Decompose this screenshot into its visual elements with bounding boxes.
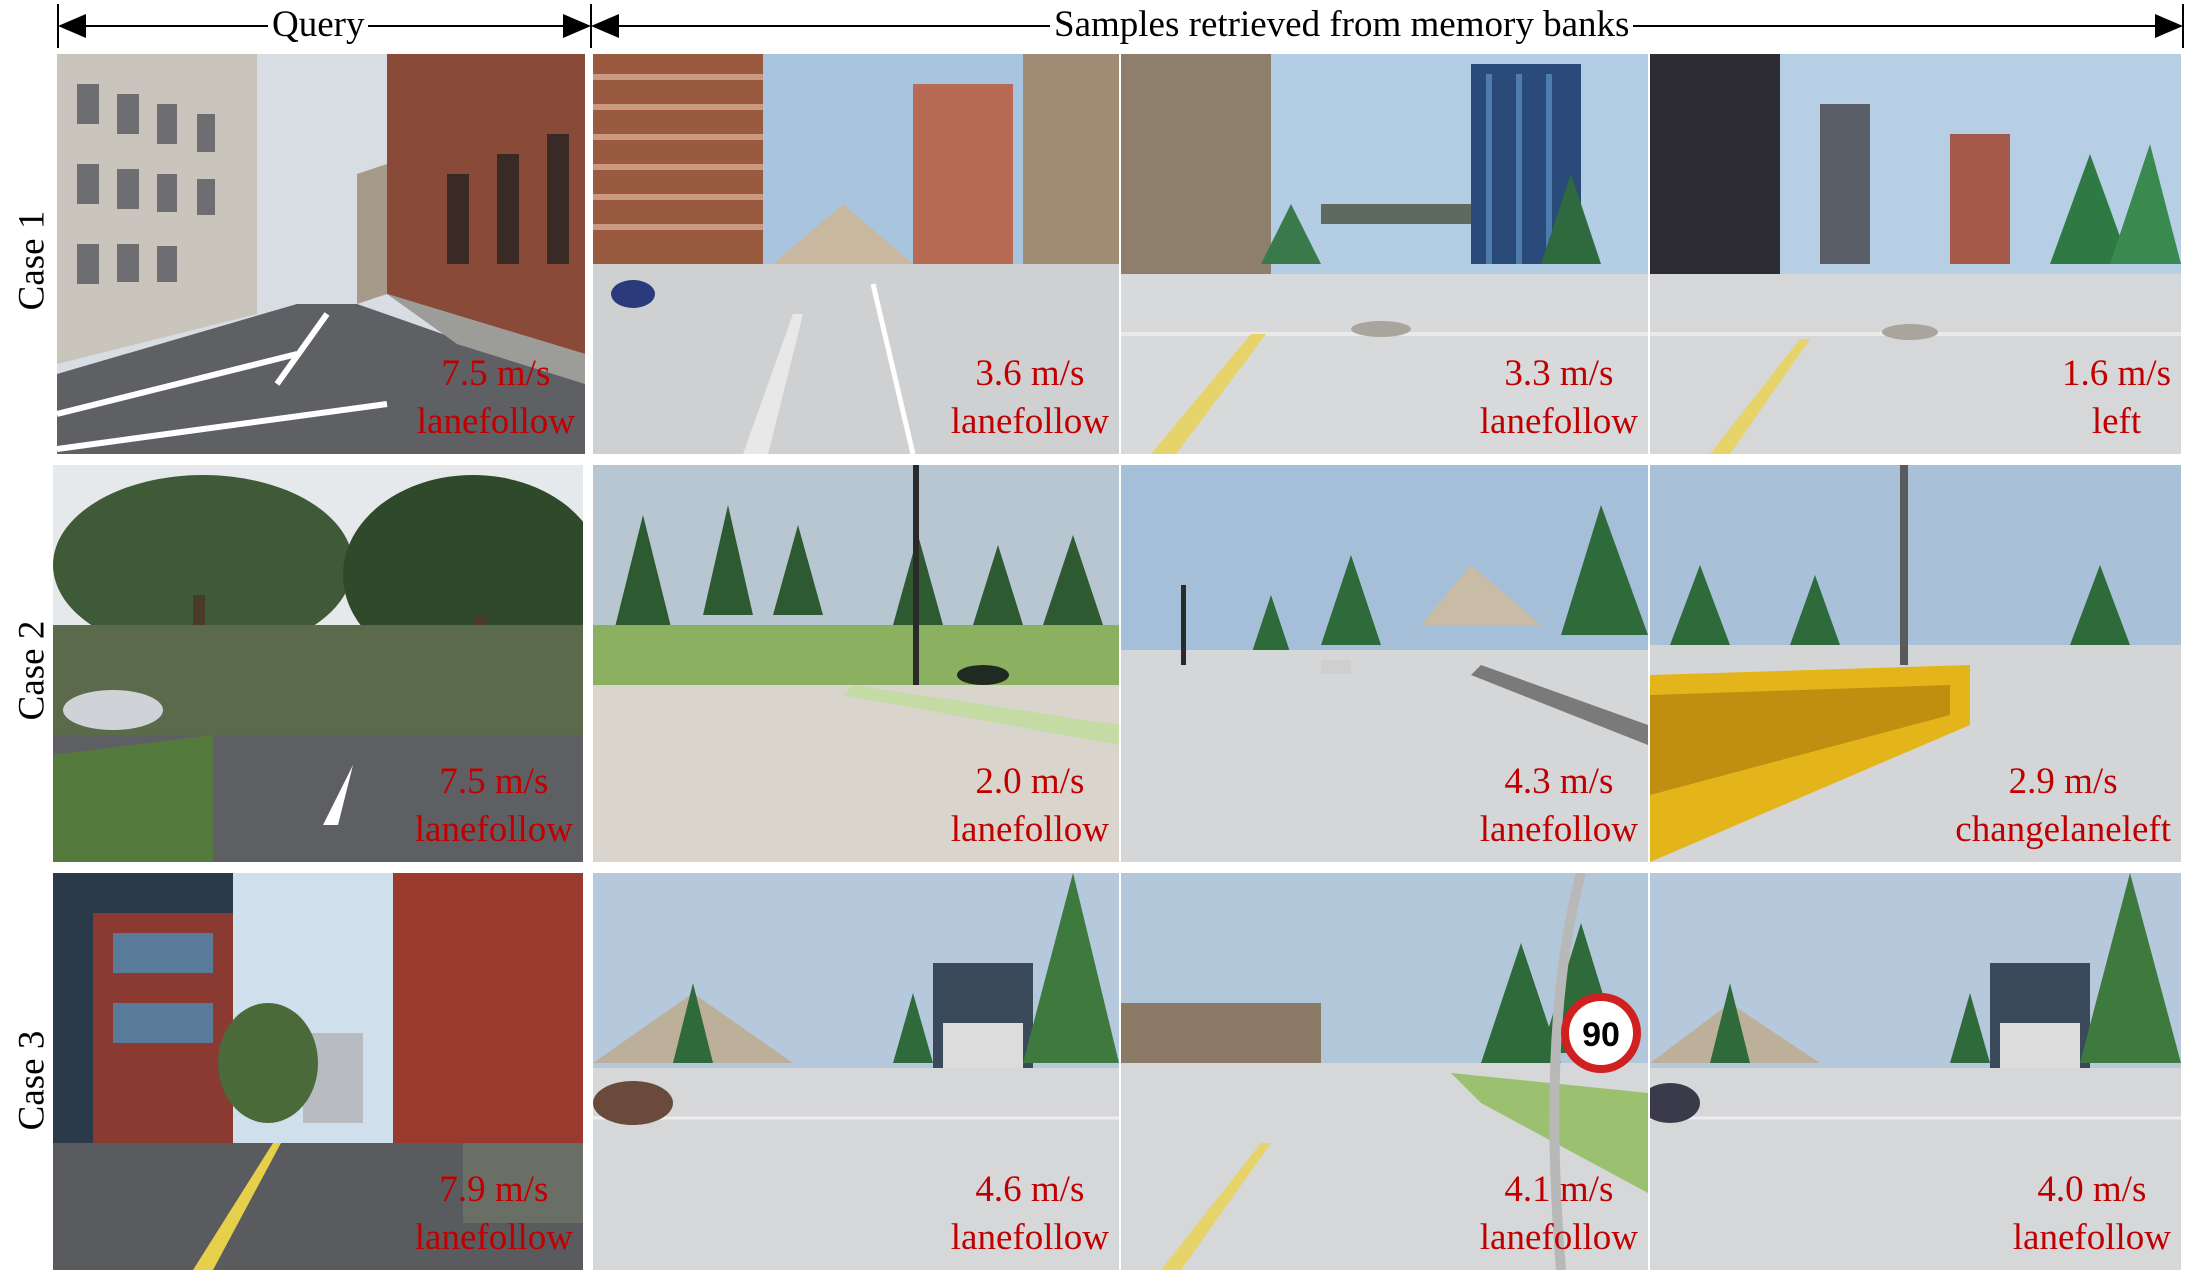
command-label: lanefollow <box>2012 1217 2171 1258</box>
case-3-query-image: 7.9 m/s lanefollow <box>53 873 583 1270</box>
speed-label: 3.6 m/s <box>975 353 1085 394</box>
case-2-sample-3-caption: 2.9 m/s changelaneleft <box>1955 758 2171 854</box>
case-2-sample-1-caption: 2.0 m/s lanefollow <box>951 758 1109 854</box>
speed-label: 7.9 m/s <box>439 1169 549 1210</box>
speed-label: 2.0 m/s <box>975 761 1085 802</box>
speed-label: 2.9 m/s <box>2008 761 2118 802</box>
command-label: lanefollow <box>950 401 1109 442</box>
case-2-sample-2-image: 4.3 m/s lanefollow <box>1121 465 1648 862</box>
command-label: lanefollow <box>950 809 1109 850</box>
speed-label: 4.1 m/s <box>1504 1169 1614 1210</box>
command-label: lanefollow <box>1479 1217 1638 1258</box>
case-2-query-caption: 7.5 m/s lanefollow <box>415 758 573 854</box>
case-3-sample-1-caption: 4.6 m/s lanefollow <box>951 1166 1109 1262</box>
command-label: lanefollow <box>416 401 575 442</box>
command-label: lanefollow <box>950 1217 1109 1258</box>
speed-label: 4.6 m/s <box>975 1169 1085 1210</box>
case-2-label: Case 2 <box>11 620 53 720</box>
case-1-sample-1-image: 3.6 m/s lanefollow <box>593 54 1119 454</box>
command-label: lanefollow <box>414 1217 573 1258</box>
case-1-sample-3-caption: 1.6 m/s left <box>2062 350 2171 446</box>
command-label: lanefollow <box>1479 809 1638 850</box>
case-2-sample-1-image: 2.0 m/s lanefollow <box>593 465 1119 862</box>
case-1-sample-1-caption: 3.6 m/s lanefollow <box>951 350 1109 446</box>
case-3-sample-2-image: 90 4.1 m/s lanefollow <box>1121 873 1648 1270</box>
case-2-query-image: 7.5 m/s lanefollow <box>53 465 583 862</box>
command-label: lanefollow <box>1479 401 1638 442</box>
case-1-query-image: 7.5 m/s lanefollow <box>57 54 585 454</box>
case-1-label: Case 1 <box>11 210 53 310</box>
case-3-sample-3-image: 4.0 m/s lanefollow <box>1650 873 2181 1270</box>
case-3-label: Case 3 <box>11 1030 53 1130</box>
query-column-label: Query <box>268 2 369 48</box>
speed-label: 7.5 m/s <box>441 353 551 394</box>
svg-text:90: 90 <box>1582 1016 1620 1054</box>
speed-label: 4.3 m/s <box>1504 761 1614 802</box>
samples-column-label: Samples retrieved from memory banks <box>1050 2 1634 48</box>
command-label: left <box>2091 401 2142 442</box>
case-3-sample-1-image: 4.6 m/s lanefollow <box>593 873 1119 1270</box>
case-1-query-caption: 7.5 m/s lanefollow <box>417 350 575 446</box>
command-label: lanefollow <box>414 809 573 850</box>
case-2-sample-3-image: 2.9 m/s changelaneleft <box>1650 465 2181 862</box>
command-label: changelaneleft <box>1955 809 2171 850</box>
case-3-query-caption: 7.9 m/s lanefollow <box>415 1166 573 1262</box>
speed-label: 7.5 m/s <box>439 761 549 802</box>
speed-label: 1.6 m/s <box>2062 353 2171 394</box>
case-3-sample-2-caption: 4.1 m/s lanefollow <box>1480 1166 1638 1262</box>
case-1-sample-3-image: 1.6 m/s left <box>1650 54 2181 454</box>
figure-header: Query Samples retrieved from memory bank… <box>0 0 2187 52</box>
speed-label: 3.3 m/s <box>1504 353 1614 394</box>
case-1-sample-2-caption: 3.3 m/s lanefollow <box>1480 350 1638 446</box>
case-1-sample-2-image: 3.3 m/s lanefollow <box>1121 54 1648 454</box>
speed-label: 4.0 m/s <box>2037 1169 2147 1210</box>
speed-limit-sign: 90 <box>1561 993 1641 1073</box>
case-3-sample-3-caption: 4.0 m/s lanefollow <box>2013 1166 2171 1262</box>
case-2-sample-2-caption: 4.3 m/s lanefollow <box>1480 758 1638 854</box>
